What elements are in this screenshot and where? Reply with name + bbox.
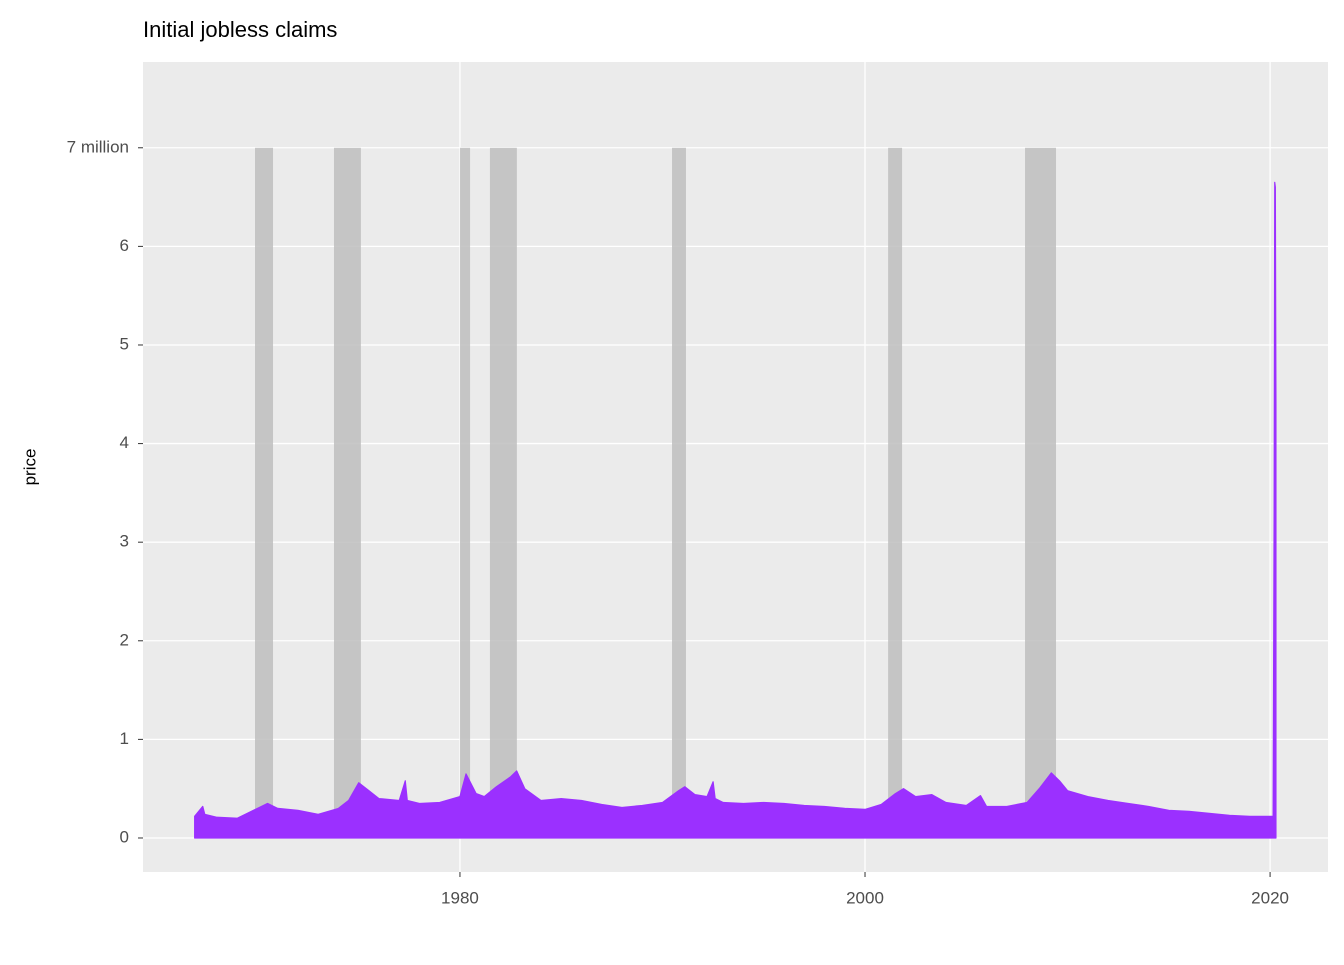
y-tick-label: 6 [120, 236, 129, 255]
recession-band [489, 147, 517, 838]
y-tick-label: 1 [120, 729, 129, 748]
recession-band [459, 147, 471, 838]
area [194, 181, 1277, 839]
recession-band [333, 147, 361, 838]
y-tick-label: 7 million [67, 137, 129, 156]
recession-band [672, 147, 686, 838]
chart-title: Initial jobless claims [143, 17, 337, 42]
x-tick-label: 1980 [441, 888, 479, 907]
recession-band [888, 147, 903, 838]
y-tick-label: 2 [120, 630, 129, 649]
x-tick-label: 2020 [1251, 888, 1289, 907]
recession-band [254, 147, 274, 838]
y-tick-label: 4 [120, 433, 129, 452]
panel [143, 62, 1328, 872]
y-tick-label: 5 [120, 334, 129, 353]
y-tick-label: 3 [120, 532, 129, 551]
x-tick-label: 2000 [846, 888, 884, 907]
y-tick-label: 0 [120, 827, 129, 846]
y-axis-label: price [20, 449, 39, 486]
recession-band [1025, 147, 1057, 838]
